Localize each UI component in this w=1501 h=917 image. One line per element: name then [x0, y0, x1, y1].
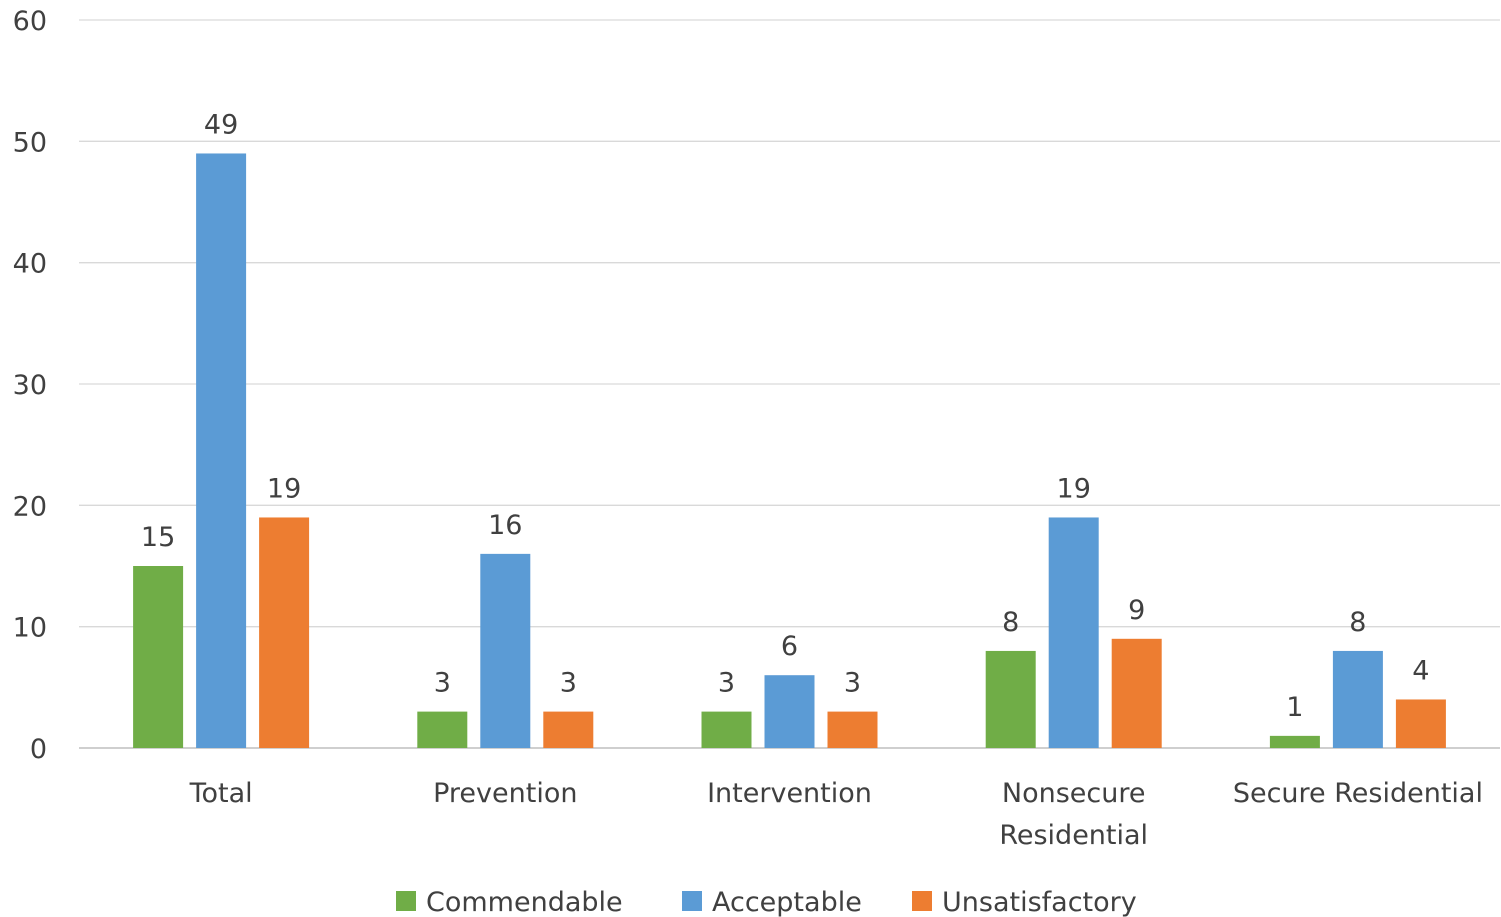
data-label: 9 [1128, 595, 1145, 626]
bar-acceptable [764, 675, 815, 748]
data-label: 8 [1002, 607, 1019, 638]
bar-commendable [985, 650, 1036, 748]
bar-acceptable [196, 153, 247, 748]
legend-label: Unsatisfactory [942, 887, 1137, 917]
legend: Commendable Acceptable Unsatisfactory [396, 887, 1137, 917]
y-tick-label: 30 [13, 370, 47, 401]
legend-label: Acceptable [712, 887, 862, 917]
x-category-label: Nonsecure [1002, 778, 1146, 809]
data-label: 4 [1412, 655, 1429, 686]
y-tick-label: 50 [13, 127, 47, 158]
bar-unsatisfactory [827, 711, 878, 748]
x-category-label: Total [189, 778, 253, 809]
data-label: 3 [434, 668, 451, 699]
gridlines [79, 19, 1500, 749]
bar-commendable [701, 711, 752, 748]
legend-swatch-unsatisfactory [912, 891, 932, 911]
y-axis-tick-labels: 0 10 20 30 40 50 60 [13, 6, 47, 765]
data-labels: 15 49 19 3 16 3 3 6 3 8 19 9 1 8 4 [141, 109, 1430, 722]
bar-unsatisfactory [259, 517, 310, 748]
x-category-label: Secure Residential [1233, 778, 1483, 809]
x-axis-category-labels: Total Prevention Intervention Nonsecure Resi… [189, 778, 1483, 851]
data-label: 15 [141, 522, 175, 553]
y-tick-label: 10 [13, 613, 47, 644]
bar-unsatisfactory [1111, 638, 1162, 748]
x-category-label: Prevention [433, 778, 577, 809]
bar-unsatisfactory [543, 711, 594, 748]
data-label: 3 [560, 668, 577, 699]
y-tick-label: 0 [30, 734, 47, 765]
data-label: 6 [781, 631, 798, 662]
bar-acceptable [480, 553, 531, 748]
y-tick-label: 60 [13, 6, 47, 37]
bar-acceptable [1048, 517, 1099, 748]
data-label: 1 [1286, 692, 1303, 723]
legend-label: Commendable [426, 887, 623, 917]
data-label: 3 [844, 668, 861, 699]
bar-acceptable [1332, 650, 1383, 748]
data-label: 49 [204, 109, 238, 140]
data-label: 8 [1349, 607, 1366, 638]
x-category-label: Intervention [707, 778, 872, 809]
bars [133, 153, 1446, 748]
data-label: 16 [488, 510, 522, 541]
data-label: 19 [1057, 473, 1091, 504]
bar-unsatisfactory [1395, 699, 1446, 748]
y-tick-label: 40 [13, 249, 47, 280]
bar-commendable [417, 711, 468, 748]
data-label: 19 [267, 473, 301, 504]
x-category-label: Residential [999, 820, 1148, 851]
legend-swatch-commendable [396, 891, 416, 911]
legend-swatch-acceptable [682, 891, 702, 911]
data-label: 3 [718, 668, 735, 699]
bar-commendable [1269, 735, 1320, 748]
bar-commendable [133, 566, 184, 748]
y-tick-label: 20 [13, 491, 47, 522]
